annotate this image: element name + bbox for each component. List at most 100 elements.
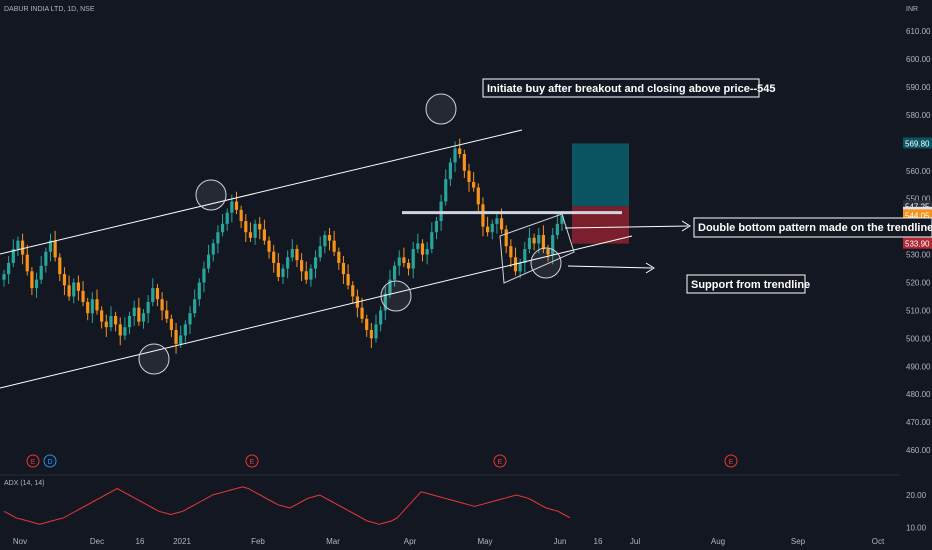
candle[interactable] [397,250,401,276]
candle[interactable] [109,306,113,332]
dividend-marker[interactable]: D [43,454,57,468]
candle[interactable] [295,244,299,268]
candle[interactable] [48,233,53,262]
candle[interactable] [72,278,76,304]
candle[interactable] [495,211,499,234]
candle[interactable] [355,289,359,318]
candle[interactable] [416,233,420,254]
candle[interactable] [146,295,150,323]
candle[interactable] [53,230,57,262]
candle[interactable] [290,239,294,262]
candle[interactable] [527,228,532,254]
candle[interactable] [481,197,485,237]
candle[interactable] [76,275,80,301]
earnings-marker[interactable]: E [245,454,259,468]
candle[interactable] [458,138,462,159]
candle[interactable] [304,261,308,284]
candle[interactable] [476,183,480,212]
candle[interactable] [239,205,243,229]
candle[interactable] [234,191,239,215]
candle[interactable] [127,311,132,335]
candle[interactable] [462,149,466,178]
candle[interactable] [430,222,434,254]
candle[interactable] [39,255,43,284]
candle[interactable] [518,258,522,279]
candle[interactable] [151,278,155,307]
candle[interactable] [7,255,11,284]
candle[interactable] [211,239,215,262]
candle[interactable] [532,233,536,251]
candle[interactable] [104,314,108,337]
candle[interactable] [281,264,285,284]
candle[interactable] [225,208,229,231]
candle[interactable] [123,317,127,340]
candle[interactable] [388,269,392,298]
earnings-marker[interactable]: E [724,454,738,468]
candle[interactable] [486,216,490,237]
candle[interactable] [67,275,71,301]
candlestick-series[interactable] [2,138,564,354]
candle[interactable] [420,239,425,262]
candle[interactable] [453,141,457,173]
candle[interactable] [44,247,48,273]
candle[interactable] [346,264,350,290]
candle[interactable] [365,314,369,337]
candle[interactable] [183,320,187,343]
candle[interactable] [337,247,341,270]
candle[interactable] [467,163,471,192]
candle[interactable] [313,250,318,279]
candle[interactable] [174,322,178,354]
candle[interactable] [374,314,378,343]
candle[interactable] [11,239,15,268]
candle[interactable] [62,267,67,296]
candle[interactable] [379,306,383,332]
candle[interactable] [141,309,146,329]
candle[interactable] [448,158,452,187]
candle[interactable] [406,258,411,276]
candle[interactable] [434,216,439,240]
candle[interactable] [327,228,332,251]
candle[interactable] [523,242,527,273]
candle[interactable] [555,214,559,240]
candle[interactable] [202,261,206,293]
candle[interactable] [504,225,508,254]
candle[interactable] [90,292,94,323]
candle[interactable] [402,247,406,268]
candle[interactable] [253,219,257,245]
candle[interactable] [369,322,373,349]
candle[interactable] [220,214,225,237]
candle[interactable] [248,222,253,242]
candle[interactable] [341,255,346,284]
candle[interactable] [169,314,173,337]
candle[interactable] [114,311,118,332]
earnings-marker[interactable]: E [26,454,40,468]
candle[interactable] [551,228,555,265]
candle[interactable] [81,281,85,307]
candle[interactable] [197,278,201,307]
candle[interactable] [244,214,248,242]
candle[interactable] [300,253,304,282]
candle[interactable] [383,286,387,321]
candle[interactable] [472,172,476,192]
candle[interactable] [2,269,6,287]
candle[interactable] [318,236,322,262]
candle[interactable] [262,219,266,245]
candle[interactable] [165,300,169,323]
candle[interactable] [30,267,34,296]
candle[interactable] [258,216,262,240]
candle[interactable] [95,289,99,315]
candle[interactable] [155,283,160,307]
candle[interactable] [132,300,136,326]
candle[interactable] [513,247,518,276]
candle[interactable] [34,272,39,298]
candle[interactable] [286,250,290,279]
candle[interactable] [351,281,355,304]
candle[interactable] [509,239,513,268]
earnings-marker[interactable]: E [493,454,507,468]
candle[interactable] [267,236,271,259]
candle[interactable] [490,219,494,240]
candle[interactable] [323,230,327,254]
candle[interactable] [58,253,62,282]
candle[interactable] [444,169,448,206]
candle[interactable] [546,244,550,262]
